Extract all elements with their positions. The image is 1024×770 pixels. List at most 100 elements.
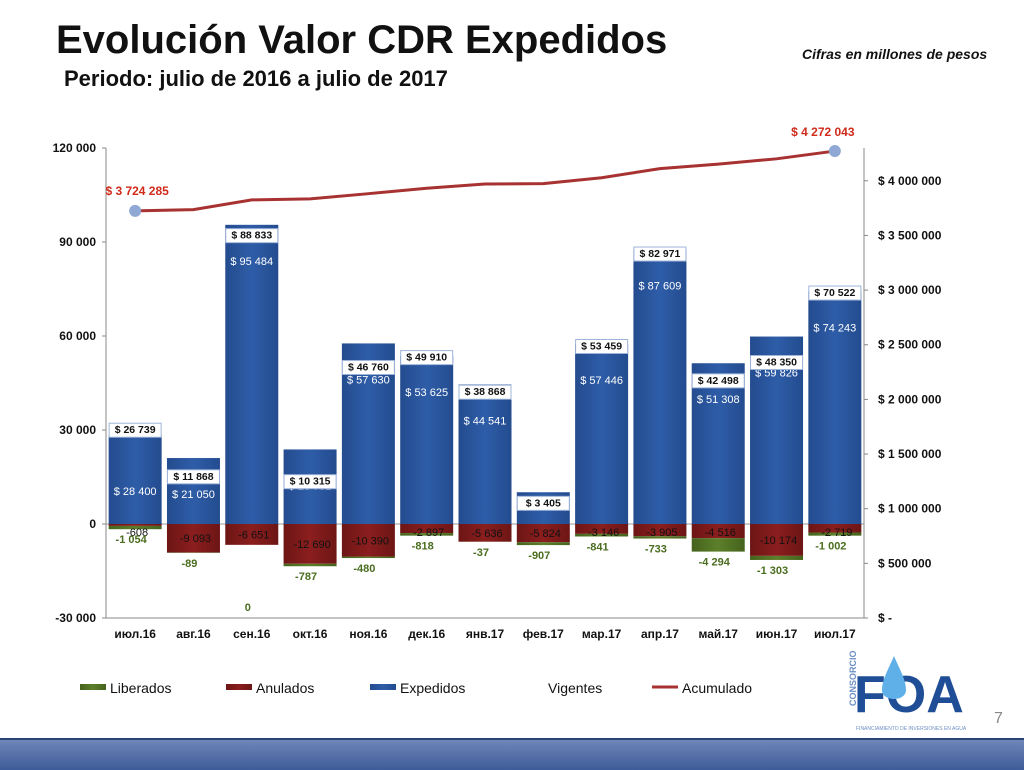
bar-liberados	[342, 557, 395, 559]
x-tick-label: июл.17	[814, 627, 856, 641]
bar-liberados	[692, 538, 745, 551]
y-left-tick-label: 0	[89, 517, 96, 531]
x-tick-label: мар.17	[582, 627, 622, 641]
label-expedidos: $ 95 484	[230, 256, 273, 268]
label-expedidos: $ 57 446	[580, 375, 623, 387]
x-tick-label: окт.16	[293, 627, 328, 641]
legend-swatch	[226, 684, 252, 690]
point-acumulado-end	[829, 145, 841, 157]
label-vigentes: $ 53 459	[581, 340, 622, 352]
y-right-tick-label: $ 1 000 000	[878, 502, 942, 516]
label-anulados: -2 719	[821, 527, 852, 539]
bar-liberados	[284, 564, 337, 566]
label-expedidos: $ 74 243	[813, 322, 856, 334]
y-right-tick-label: $ 1 500 000	[878, 447, 942, 461]
foa-logo: CONSORCIO FOA FINANCIAMIENTO DE INVERSIO…	[836, 650, 966, 740]
label-expedidos: $ 57 630	[347, 374, 390, 386]
x-tick-label: июн.17	[756, 627, 798, 641]
label-liberados: -37	[473, 547, 489, 559]
label-liberados: -480	[353, 563, 375, 575]
label-vigentes: $ 10 315	[290, 476, 331, 488]
y-left-tick-label: -30 000	[55, 611, 96, 625]
legend-swatch	[80, 684, 106, 690]
label-anulados: -10 390	[352, 535, 389, 547]
water-drop-icon	[882, 656, 906, 699]
label-anulados: -12 690	[293, 539, 330, 551]
label-vigentes: $ 11 868	[173, 471, 213, 483]
label-liberados: -787	[295, 571, 317, 583]
label-anulados: -3 146	[588, 527, 619, 539]
label-vigentes: $ 88 833	[231, 230, 272, 242]
label-vigentes: $ 26 739	[115, 424, 156, 436]
legend-label: Acumulado	[682, 680, 752, 696]
bar-expedidos	[225, 225, 278, 524]
x-tick-label: авг.16	[176, 627, 211, 641]
label-liberados: -733	[645, 544, 667, 556]
y-right-tick-label: $ 2 000 000	[878, 392, 942, 406]
legend-swatch	[370, 684, 396, 690]
label-anulados: -6 651	[238, 529, 269, 541]
label-expedidos: $ 53 625	[405, 387, 448, 399]
label-expedidos: $ 21 050	[172, 489, 215, 501]
bar-anulados	[109, 524, 162, 526]
label-anulados: -10 174	[760, 535, 797, 547]
label-expedidos: $ 87 609	[639, 280, 682, 292]
label-liberados: -907	[528, 550, 550, 562]
label-vigentes: $ 38 868	[465, 386, 506, 398]
label-liberados: 0	[245, 602, 251, 614]
label-vigentes: $ 46 760	[348, 361, 389, 373]
label-anulados: -9 093	[180, 533, 211, 545]
label-liberados: -89	[182, 558, 198, 570]
label-vigentes: $ 82 971	[639, 248, 680, 260]
x-tick-label: май.17	[699, 627, 739, 641]
bar-expedidos	[575, 344, 628, 524]
label-liberados: -1 002	[815, 541, 846, 553]
label-liberados: -841	[587, 541, 609, 553]
label-anulados: -5 636	[471, 528, 502, 540]
foa-logo-icon: CONSORCIO FOA FINANCIAMIENTO DE INVERSIO…	[836, 650, 966, 740]
label-acumulado-start: $ 3 724 285	[105, 184, 169, 198]
label-liberados: -4 294	[699, 557, 731, 569]
logo-caption: FINANCIAMIENTO DE INVERSIONES EN AGUA	[856, 726, 966, 732]
point-acumulado-start	[129, 205, 141, 217]
x-tick-label: янв.17	[466, 627, 505, 641]
x-tick-label: апр.17	[641, 627, 679, 641]
label-acumulado-end: $ 4 272 043	[791, 125, 855, 139]
label-expedidos: $ 28 400	[114, 486, 157, 498]
label-liberados: -1 303	[757, 565, 788, 577]
bar-expedidos	[459, 384, 512, 524]
y-right-tick-label: $ 3 500 000	[878, 228, 942, 242]
x-tick-label: сен.16	[233, 627, 271, 641]
legend-label: Expedidos	[400, 680, 465, 696]
x-tick-label: дек.16	[408, 627, 445, 641]
logo-letters: FOA	[854, 666, 964, 724]
label-expedidos: $ 51 308	[697, 394, 740, 406]
label-anulados: -4 516	[705, 527, 736, 539]
x-tick-label: июл.16	[114, 627, 156, 641]
label-vigentes: $ 48 350	[756, 357, 797, 369]
y-left-tick-label: 90 000	[59, 235, 96, 249]
y-right-tick-label: $ 4 000 000	[878, 174, 942, 188]
y-right-tick-label: $ 500 000	[878, 556, 932, 570]
legend-label: Vigentes	[548, 680, 602, 696]
label-liberados: -818	[412, 541, 434, 553]
label-vigentes: $ 49 910	[406, 352, 447, 364]
footer-band	[0, 738, 1024, 770]
label-expedidos: $ 44 541	[464, 415, 507, 427]
bar-liberados	[517, 542, 570, 545]
legend-label: Anulados	[256, 680, 314, 696]
y-right-tick-label: $ -	[878, 611, 892, 625]
y-right-tick-label: $ 2 500 000	[878, 338, 942, 352]
line-acumulado	[135, 151, 835, 211]
label-anulados: -3 905	[646, 527, 677, 539]
legend-label: Liberados	[110, 680, 172, 696]
x-tick-label: фев.17	[523, 627, 564, 641]
label-vigentes: $ 3 405	[526, 497, 561, 509]
x-tick-label: ноя.16	[349, 627, 387, 641]
label-anulados: -2 897	[413, 527, 444, 539]
label-anulados: -5 824	[530, 528, 561, 540]
bar-expedidos	[400, 356, 453, 524]
y-left-tick-label: 120 000	[53, 141, 97, 155]
y-right-tick-label: $ 3 000 000	[878, 283, 942, 297]
y-left-tick-label: 60 000	[59, 329, 96, 343]
